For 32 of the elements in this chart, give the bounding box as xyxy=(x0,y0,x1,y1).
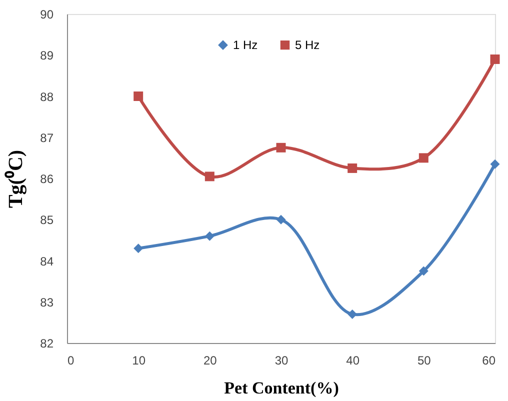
y-tick-label: 89 xyxy=(40,48,54,63)
point xyxy=(490,54,500,64)
x-tick-label: 10 xyxy=(132,354,146,368)
legend-label: 5 Hz xyxy=(295,38,320,52)
y-tick-label: 83 xyxy=(40,295,54,310)
point xyxy=(348,163,358,173)
y-tick-label: 90 xyxy=(40,8,54,22)
legend-label: 1 Hz xyxy=(233,38,258,52)
point xyxy=(348,309,358,319)
y-tick-label: 87 xyxy=(40,130,54,145)
y-tick-label: 82 xyxy=(40,336,54,350)
point xyxy=(418,266,428,276)
point xyxy=(276,214,286,224)
x-axis-title: Pet Content(%) xyxy=(224,378,339,398)
x-tick-label: 20 xyxy=(203,354,218,368)
point xyxy=(418,153,428,163)
point xyxy=(204,172,214,182)
x-tick-label: 40 xyxy=(346,354,360,368)
y-axis-title: Tg(⁰C) xyxy=(4,150,28,208)
x-tick-label: 50 xyxy=(417,354,432,368)
x-tick-label: 0 xyxy=(68,354,74,368)
point xyxy=(204,231,214,241)
point xyxy=(490,159,500,169)
point xyxy=(134,92,144,101)
y-tick-label: 88 xyxy=(40,90,54,104)
y-tick-label: 85 xyxy=(40,213,54,228)
y-tick-label: 86 xyxy=(40,172,54,186)
y-tick-label: 84 xyxy=(40,254,54,268)
point xyxy=(134,244,144,254)
x-tick-label: 30 xyxy=(274,354,288,368)
x-tick-label: 60 xyxy=(482,354,496,368)
point xyxy=(276,142,286,152)
